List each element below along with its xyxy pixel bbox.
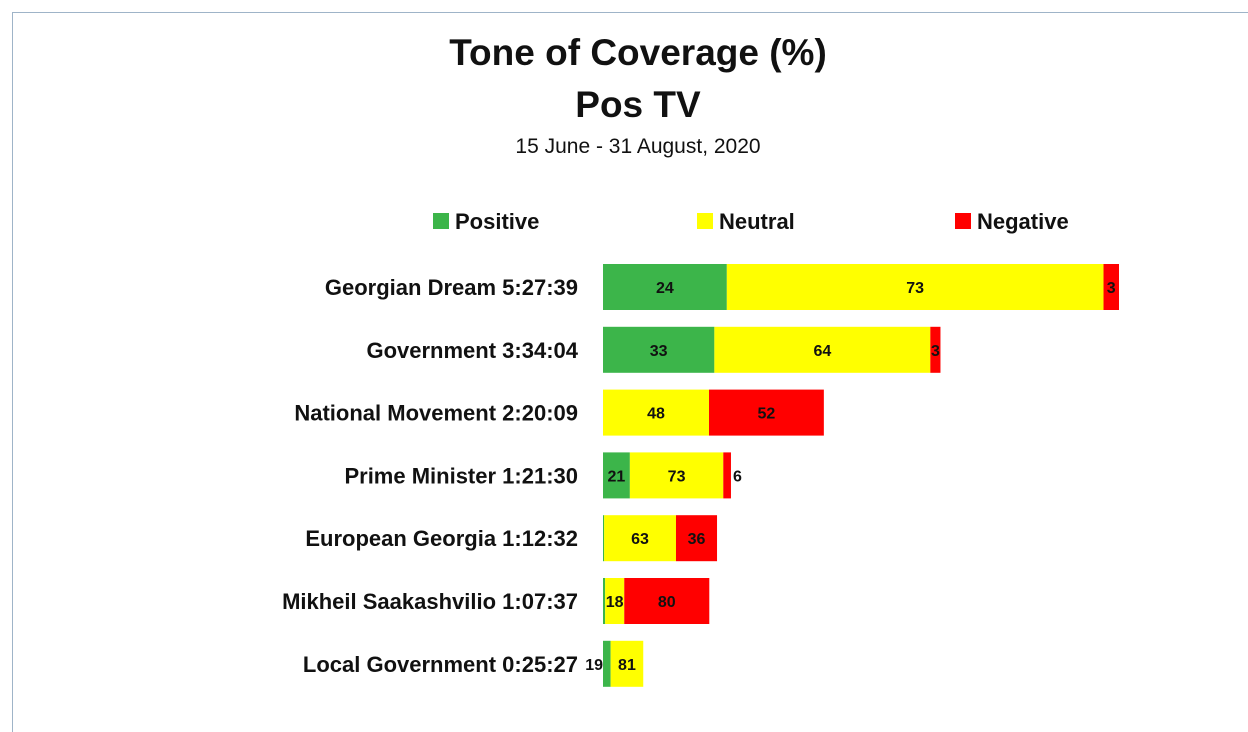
- bar-positive: [603, 264, 727, 310]
- legend-positive-label: Positive: [455, 209, 539, 234]
- bar-positive: [603, 578, 606, 624]
- data-label-neutral: 48: [647, 406, 665, 423]
- data-label-positive: 24: [656, 280, 674, 297]
- bar-negative: [675, 515, 718, 562]
- data-label-negative: 36: [688, 531, 706, 548]
- legend-negative-swatch: [955, 213, 971, 229]
- data-label-negative: 3: [1107, 280, 1116, 297]
- bar-negative: [723, 452, 731, 499]
- bar-negative: [1103, 264, 1119, 310]
- bar-positive: [603, 326, 715, 373]
- data-label-neutral: 73: [906, 280, 924, 297]
- bar-neutral: [714, 326, 931, 373]
- bar-neutral: [604, 515, 676, 562]
- bar-neutral: [605, 578, 625, 624]
- data-label-negative: 52: [758, 406, 776, 423]
- bar-neutral: [629, 452, 724, 499]
- bar-positive: [603, 452, 630, 499]
- data-label-negative: 3: [931, 343, 940, 360]
- bar-negative: [709, 389, 824, 436]
- data-label-neutral: 64: [813, 343, 831, 360]
- bar-negative: [930, 326, 941, 373]
- data-label-negative: 80: [658, 594, 676, 611]
- category-label: National Movement 2:20:09: [294, 401, 578, 426]
- category-label: Mikheil Saakashvilio 1:07:37: [282, 589, 578, 614]
- chart-subtitle: Pos TV: [575, 84, 701, 125]
- data-label-positive: 19: [585, 657, 603, 674]
- category-label: Local Government 0:25:27: [303, 652, 578, 677]
- bar-neutral: [726, 264, 1104, 310]
- legend-neutral-label: Neutral: [719, 209, 795, 234]
- category-label: Georgian Dream 5:27:39: [325, 275, 578, 300]
- bar-neutral: [610, 640, 644, 687]
- data-label-positive: 33: [650, 343, 668, 360]
- bar-positive: [603, 515, 605, 562]
- data-label-positive: 21: [608, 468, 626, 485]
- data-label-neutral: 73: [668, 468, 686, 485]
- bar-neutral: [603, 389, 710, 436]
- chart-date-range: 15 June - 31 August, 2020: [515, 135, 761, 158]
- category-label: Prime Minister 1:21:30: [344, 463, 578, 488]
- legend-positive-swatch: [433, 213, 449, 229]
- data-label-neutral: 63: [631, 531, 649, 548]
- legend-neutral-swatch: [697, 213, 713, 229]
- category-label: Government 3:34:04: [366, 338, 578, 363]
- chart-title: Tone of Coverage (%): [449, 32, 827, 73]
- data-label-neutral: 81: [618, 657, 636, 674]
- chart-frame: [12, 12, 1248, 732]
- bar-positive: [603, 640, 611, 687]
- bar-negative: [624, 578, 710, 624]
- data-label-neutral: 18: [606, 594, 624, 611]
- category-label: European Georgia 1:12:32: [305, 526, 578, 551]
- data-label-negative: 6: [733, 468, 742, 485]
- legend-negative-label: Negative: [977, 209, 1069, 234]
